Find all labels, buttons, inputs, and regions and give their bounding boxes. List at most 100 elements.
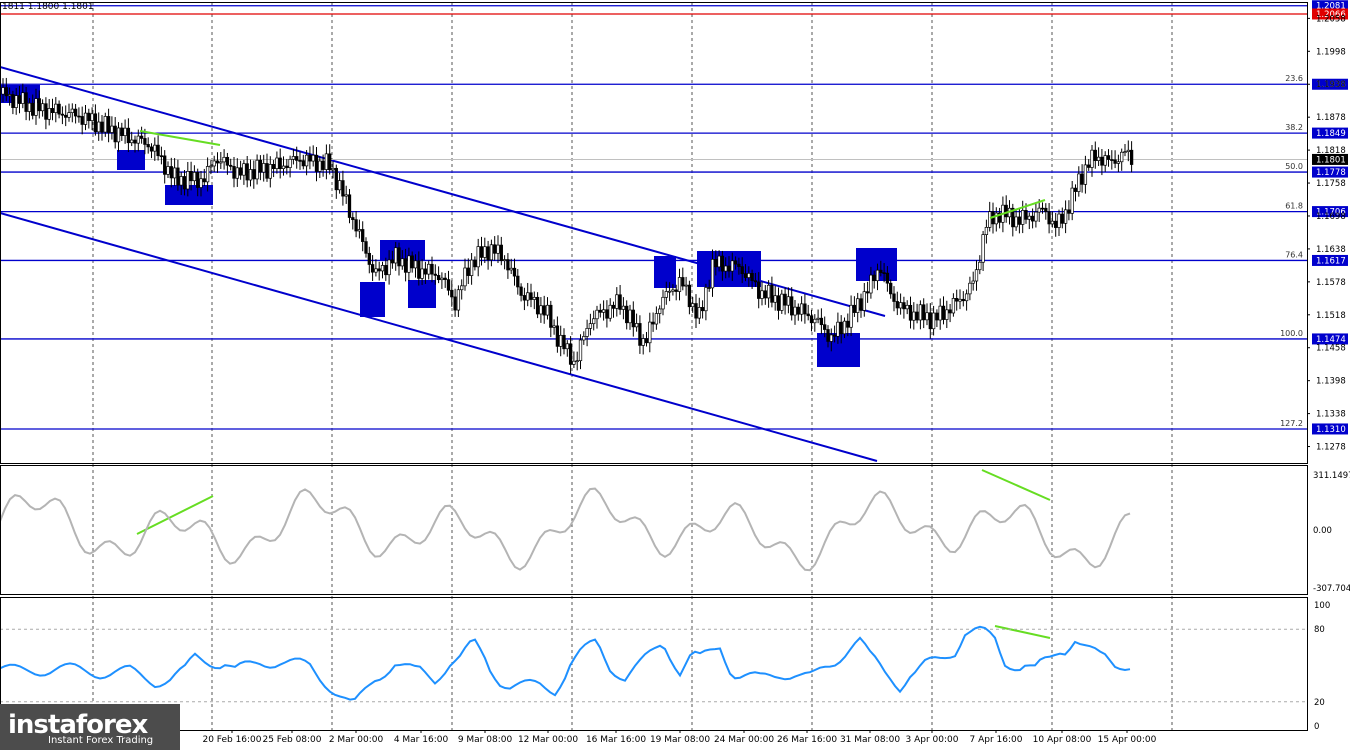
- candle-body: [502, 259, 507, 261]
- candle-body: [1100, 156, 1104, 166]
- price-level-tag-text: 1.1706: [1316, 208, 1346, 218]
- candle-body: [374, 268, 378, 273]
- candle-body: [199, 178, 203, 188]
- candle-body: [730, 260, 734, 272]
- candle-body: [1047, 211, 1051, 225]
- candle-body: [684, 284, 688, 287]
- candle-body: [47, 108, 51, 120]
- candle-body: [106, 116, 111, 133]
- candle-body: [506, 259, 510, 271]
- candle-body: [727, 265, 731, 272]
- candle-body: [321, 160, 325, 170]
- candle-body: [582, 336, 586, 341]
- candle-body: [846, 320, 850, 328]
- price-level-tag: [1312, 206, 1348, 218]
- candle-body: [229, 164, 233, 167]
- candle-body: [397, 247, 401, 267]
- candle-body: [364, 241, 368, 254]
- candle-body: [908, 304, 913, 321]
- candle-body: [176, 167, 180, 186]
- candle-body: [1096, 156, 1101, 161]
- candle-body: [750, 273, 754, 281]
- candle-body: [585, 328, 589, 337]
- candle-body: [394, 247, 398, 264]
- time-axis-label: 26 Mar 16:00: [777, 735, 837, 745]
- candle-body: [423, 268, 428, 275]
- candle-body: [931, 312, 936, 330]
- candle-body: [786, 296, 791, 306]
- candle-body: [1044, 207, 1048, 213]
- signal-zone: [360, 282, 385, 317]
- candle-body: [133, 139, 137, 144]
- time-axis-label: 16 Mar 16:00: [586, 735, 646, 745]
- candle-body: [14, 95, 18, 108]
- candle-body: [169, 166, 173, 179]
- candle-body: [1103, 155, 1107, 166]
- candle-body: [235, 167, 239, 179]
- candle-body: [988, 211, 992, 228]
- candle-body: [760, 290, 764, 299]
- candle-body: [27, 102, 32, 112]
- candle-body: [1057, 213, 1061, 228]
- candle-body: [4, 87, 8, 97]
- candle-body: [248, 169, 253, 181]
- time-axis-label: 25 Feb 08:00: [262, 735, 321, 745]
- candle-body: [720, 255, 725, 272]
- candle-body: [922, 304, 926, 321]
- candle-body: [852, 304, 857, 313]
- candle-body: [295, 156, 299, 161]
- candle-body: [984, 227, 989, 235]
- candle-body: [889, 282, 893, 295]
- candle-body: [621, 305, 626, 310]
- candle-body: [915, 311, 919, 321]
- candle-body: [311, 154, 315, 162]
- candle-body: [902, 302, 906, 310]
- candle-body: [905, 304, 909, 310]
- candle-body: [34, 98, 38, 116]
- signal-zone: [654, 256, 676, 288]
- candle-body: [1040, 207, 1045, 210]
- candle-body: [1014, 216, 1018, 228]
- candle-body: [885, 272, 890, 284]
- candle-body: [790, 296, 794, 316]
- candle-body: [875, 269, 880, 282]
- candle-body: [539, 305, 543, 315]
- candle-body: [974, 269, 979, 282]
- candle-body: [743, 273, 748, 278]
- candle-body: [139, 135, 144, 139]
- candle-body: [390, 259, 395, 264]
- candle-body: [559, 334, 563, 347]
- time-axis-label: 31 Mar 08:00: [840, 735, 900, 745]
- candle-body: [298, 160, 302, 162]
- candle-body: [892, 293, 896, 302]
- candle-body: [575, 360, 579, 363]
- candle-body: [654, 313, 659, 325]
- candle-body: [971, 280, 975, 284]
- candle-body: [978, 261, 982, 271]
- candle-body: [453, 296, 457, 311]
- candle-body: [285, 165, 289, 168]
- candle-body: [1004, 204, 1008, 218]
- candle-body: [737, 263, 741, 267]
- candle-body: [1050, 220, 1055, 225]
- rsi-axis-label: 20: [1314, 698, 1325, 708]
- candle-body: [209, 165, 213, 168]
- candle-body: [928, 312, 932, 330]
- candle-body: [615, 294, 619, 309]
- time-axis-label: 12 Mar 00:00: [518, 735, 578, 745]
- candle-body: [664, 291, 668, 298]
- candle-body: [440, 277, 444, 281]
- candle-body: [572, 360, 576, 365]
- candle-body: [724, 265, 728, 272]
- candle-body: [773, 295, 777, 303]
- candle-body: [839, 321, 843, 335]
- candle-body: [766, 284, 771, 299]
- candle-body: [592, 318, 596, 325]
- rsi-axis-label: 0: [1314, 722, 1319, 732]
- candle-body: [37, 98, 41, 112]
- candle-body: [407, 255, 411, 273]
- candle-body: [1116, 161, 1121, 164]
- candle-body: [483, 246, 487, 258]
- candle-body: [466, 267, 470, 276]
- candle-body: [955, 298, 959, 302]
